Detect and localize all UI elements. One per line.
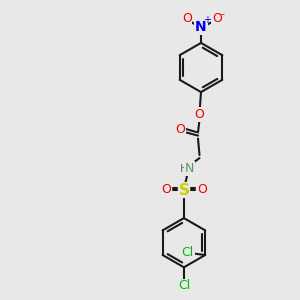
Text: N: N xyxy=(184,162,194,175)
Text: H: H xyxy=(180,164,188,174)
Text: O: O xyxy=(197,183,207,196)
Text: O: O xyxy=(182,11,192,25)
Text: Cl: Cl xyxy=(182,246,194,260)
Text: +: + xyxy=(203,15,211,26)
Text: -: - xyxy=(220,9,224,19)
Text: S: S xyxy=(178,183,189,198)
Text: O: O xyxy=(176,123,185,136)
Text: Cl: Cl xyxy=(178,279,190,292)
Text: O: O xyxy=(161,183,171,196)
Text: O: O xyxy=(212,11,222,25)
Text: N: N xyxy=(195,20,207,34)
Text: O: O xyxy=(195,108,204,121)
